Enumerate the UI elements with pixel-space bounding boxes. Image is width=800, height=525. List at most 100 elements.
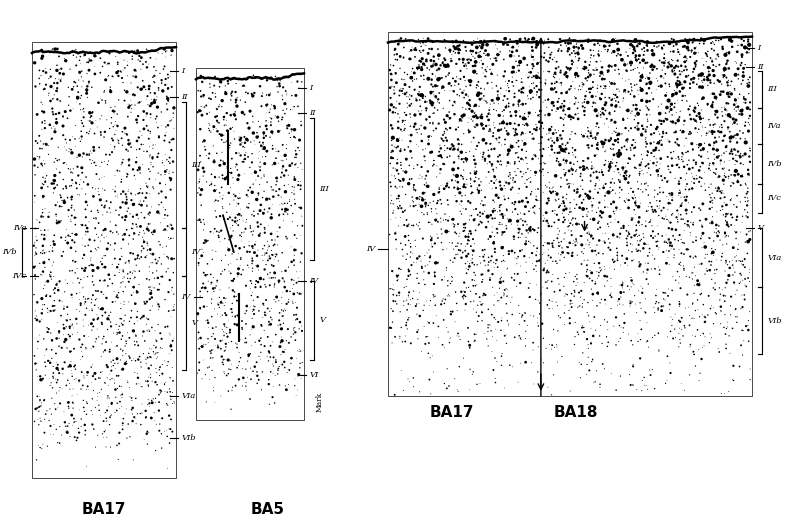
- Point: [622, 282, 634, 290]
- Point: [466, 117, 479, 125]
- Point: [74, 299, 87, 308]
- Point: [722, 387, 735, 396]
- Point: [646, 234, 659, 242]
- Point: [122, 204, 134, 212]
- Point: [85, 112, 98, 120]
- Point: [258, 187, 270, 195]
- Point: [158, 62, 171, 70]
- Point: [489, 374, 502, 383]
- Point: [437, 104, 450, 112]
- Point: [270, 181, 282, 189]
- Point: [86, 304, 98, 313]
- Point: [215, 183, 228, 192]
- Point: [610, 341, 622, 349]
- Point: [624, 146, 637, 154]
- Point: [99, 150, 112, 159]
- Point: [106, 260, 118, 269]
- Point: [246, 118, 259, 126]
- Point: [96, 211, 109, 219]
- Point: [504, 140, 517, 149]
- Point: [156, 272, 169, 281]
- Point: [59, 233, 72, 242]
- Point: [475, 197, 488, 205]
- Point: [510, 111, 522, 120]
- Point: [292, 181, 305, 190]
- Point: [542, 135, 555, 144]
- Point: [511, 61, 524, 70]
- Point: [207, 122, 220, 131]
- Point: [578, 323, 590, 332]
- Point: [127, 327, 140, 335]
- Point: [281, 368, 294, 376]
- Point: [50, 181, 63, 189]
- Point: [502, 77, 515, 85]
- Point: [723, 128, 736, 136]
- Point: [641, 97, 654, 106]
- Point: [458, 130, 470, 138]
- Point: [38, 108, 50, 116]
- Point: [275, 199, 288, 207]
- Point: [216, 97, 229, 105]
- Point: [268, 240, 281, 248]
- Point: [709, 279, 722, 287]
- Point: [663, 300, 676, 309]
- Point: [455, 288, 468, 296]
- Point: [638, 381, 651, 390]
- Point: [383, 106, 396, 114]
- Point: [274, 193, 287, 201]
- Point: [604, 291, 617, 299]
- Point: [576, 102, 589, 111]
- Point: [722, 222, 735, 230]
- Point: [65, 182, 78, 190]
- Point: [549, 58, 562, 66]
- Point: [91, 315, 104, 323]
- Point: [514, 309, 526, 318]
- Point: [35, 315, 48, 323]
- Point: [683, 128, 696, 136]
- Point: [711, 174, 724, 182]
- Point: [578, 256, 590, 265]
- Point: [489, 214, 502, 223]
- Point: [214, 161, 226, 170]
- Point: [673, 279, 686, 287]
- Point: [235, 323, 248, 332]
- Point: [415, 65, 428, 74]
- Point: [547, 98, 560, 107]
- Point: [76, 352, 89, 361]
- Point: [654, 72, 667, 80]
- Point: [647, 303, 660, 312]
- Point: [582, 128, 595, 136]
- Point: [666, 321, 678, 330]
- Point: [98, 417, 110, 425]
- Point: [500, 178, 513, 187]
- Point: [223, 200, 236, 208]
- Point: [512, 253, 525, 261]
- Point: [116, 159, 129, 167]
- Point: [46, 247, 59, 255]
- Point: [147, 184, 160, 193]
- Point: [488, 54, 501, 62]
- Point: [438, 56, 451, 64]
- Point: [475, 278, 488, 286]
- Point: [36, 309, 49, 318]
- Point: [458, 77, 471, 85]
- Point: [47, 180, 60, 188]
- Point: [546, 297, 558, 306]
- Point: [239, 281, 252, 290]
- Point: [469, 169, 482, 177]
- Point: [386, 70, 398, 79]
- Point: [722, 123, 734, 132]
- Point: [204, 83, 217, 91]
- Point: [726, 271, 739, 279]
- Point: [143, 402, 156, 411]
- Point: [55, 385, 68, 393]
- Point: [133, 200, 146, 208]
- Point: [150, 354, 162, 363]
- Point: [408, 86, 421, 94]
- Point: [402, 232, 415, 240]
- Point: [122, 103, 135, 112]
- Point: [212, 343, 225, 352]
- Point: [571, 239, 584, 247]
- Point: [719, 284, 732, 292]
- Point: [137, 312, 150, 320]
